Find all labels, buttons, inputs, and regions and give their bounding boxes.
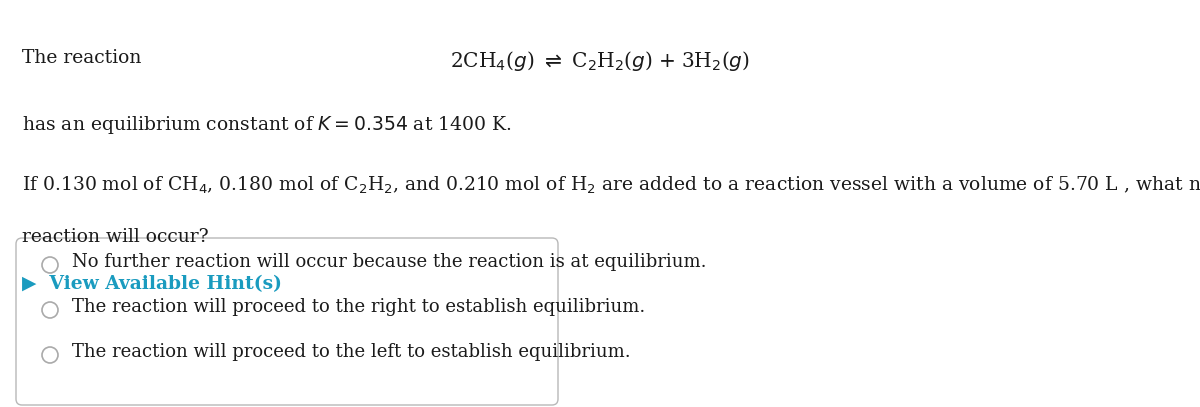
Text: has an equilibrium constant of $K = 0.354$ at 1400 K.: has an equilibrium constant of $K = 0.35…	[22, 114, 511, 136]
Text: The reaction will proceed to the left to establish equilibrium.: The reaction will proceed to the left to…	[72, 343, 631, 361]
Circle shape	[42, 257, 58, 273]
Text: The reaction will proceed to the right to establish equilibrium.: The reaction will proceed to the right t…	[72, 298, 646, 316]
Circle shape	[42, 347, 58, 363]
Text: If 0.130 mol of CH$_4$, 0.180 mol of C$_2$H$_2$, and 0.210 mol of H$_2$ are adde: If 0.130 mol of CH$_4$, 0.180 mol of C$_…	[22, 175, 1200, 196]
FancyBboxPatch shape	[16, 238, 558, 405]
Text: No further reaction will occur because the reaction is at equilibrium.: No further reaction will occur because t…	[72, 253, 707, 271]
Text: The reaction: The reaction	[22, 49, 140, 67]
Text: 2CH$_4$($g$) $\rightleftharpoons$ C$_2$H$_2$($g$) + 3H$_2$($g$): 2CH$_4$($g$) $\rightleftharpoons$ C$_2$H…	[450, 49, 750, 73]
Circle shape	[42, 302, 58, 318]
Text: ▶  View Available Hint(s): ▶ View Available Hint(s)	[22, 275, 282, 293]
Text: reaction will occur?: reaction will occur?	[22, 228, 209, 246]
